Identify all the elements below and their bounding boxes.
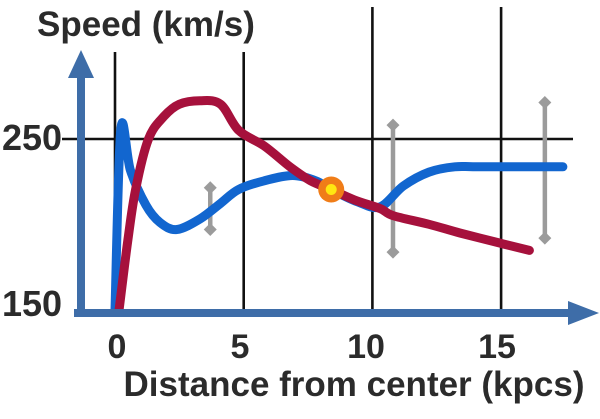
observed-curve xyxy=(110,118,568,314)
observed-curve-path xyxy=(110,118,568,314)
error-bar-diamond xyxy=(538,95,552,109)
y-tick-150: 150 xyxy=(2,283,63,324)
x-tick-5: 5 xyxy=(230,328,250,366)
error-bar-diamond xyxy=(538,231,552,245)
error-bar-diamond xyxy=(386,118,400,132)
error-bar-diamond xyxy=(386,245,400,259)
error-bar-diamond xyxy=(203,181,217,195)
sun-inner-circle xyxy=(325,183,337,195)
x-axis-title: Distance from center (kpcs) xyxy=(123,365,585,404)
x-tick-0: 0 xyxy=(107,328,127,366)
y-axis-arrow xyxy=(68,50,94,317)
error-bars xyxy=(203,95,552,259)
predicted-curve xyxy=(114,96,534,316)
y-axis-arrowhead xyxy=(68,50,94,78)
y-tick-250: 250 xyxy=(2,117,63,158)
error-bar-diamond xyxy=(203,222,217,236)
sun-position-marker xyxy=(318,176,345,203)
x-axis-arrowhead xyxy=(568,301,599,325)
predicted-curve-path xyxy=(114,96,534,316)
x-tick-10: 10 xyxy=(347,328,385,366)
x-tick-15: 15 xyxy=(478,328,516,366)
x-axis-arrow xyxy=(74,301,599,325)
y-axis-title: Speed (km/s) xyxy=(37,5,255,44)
